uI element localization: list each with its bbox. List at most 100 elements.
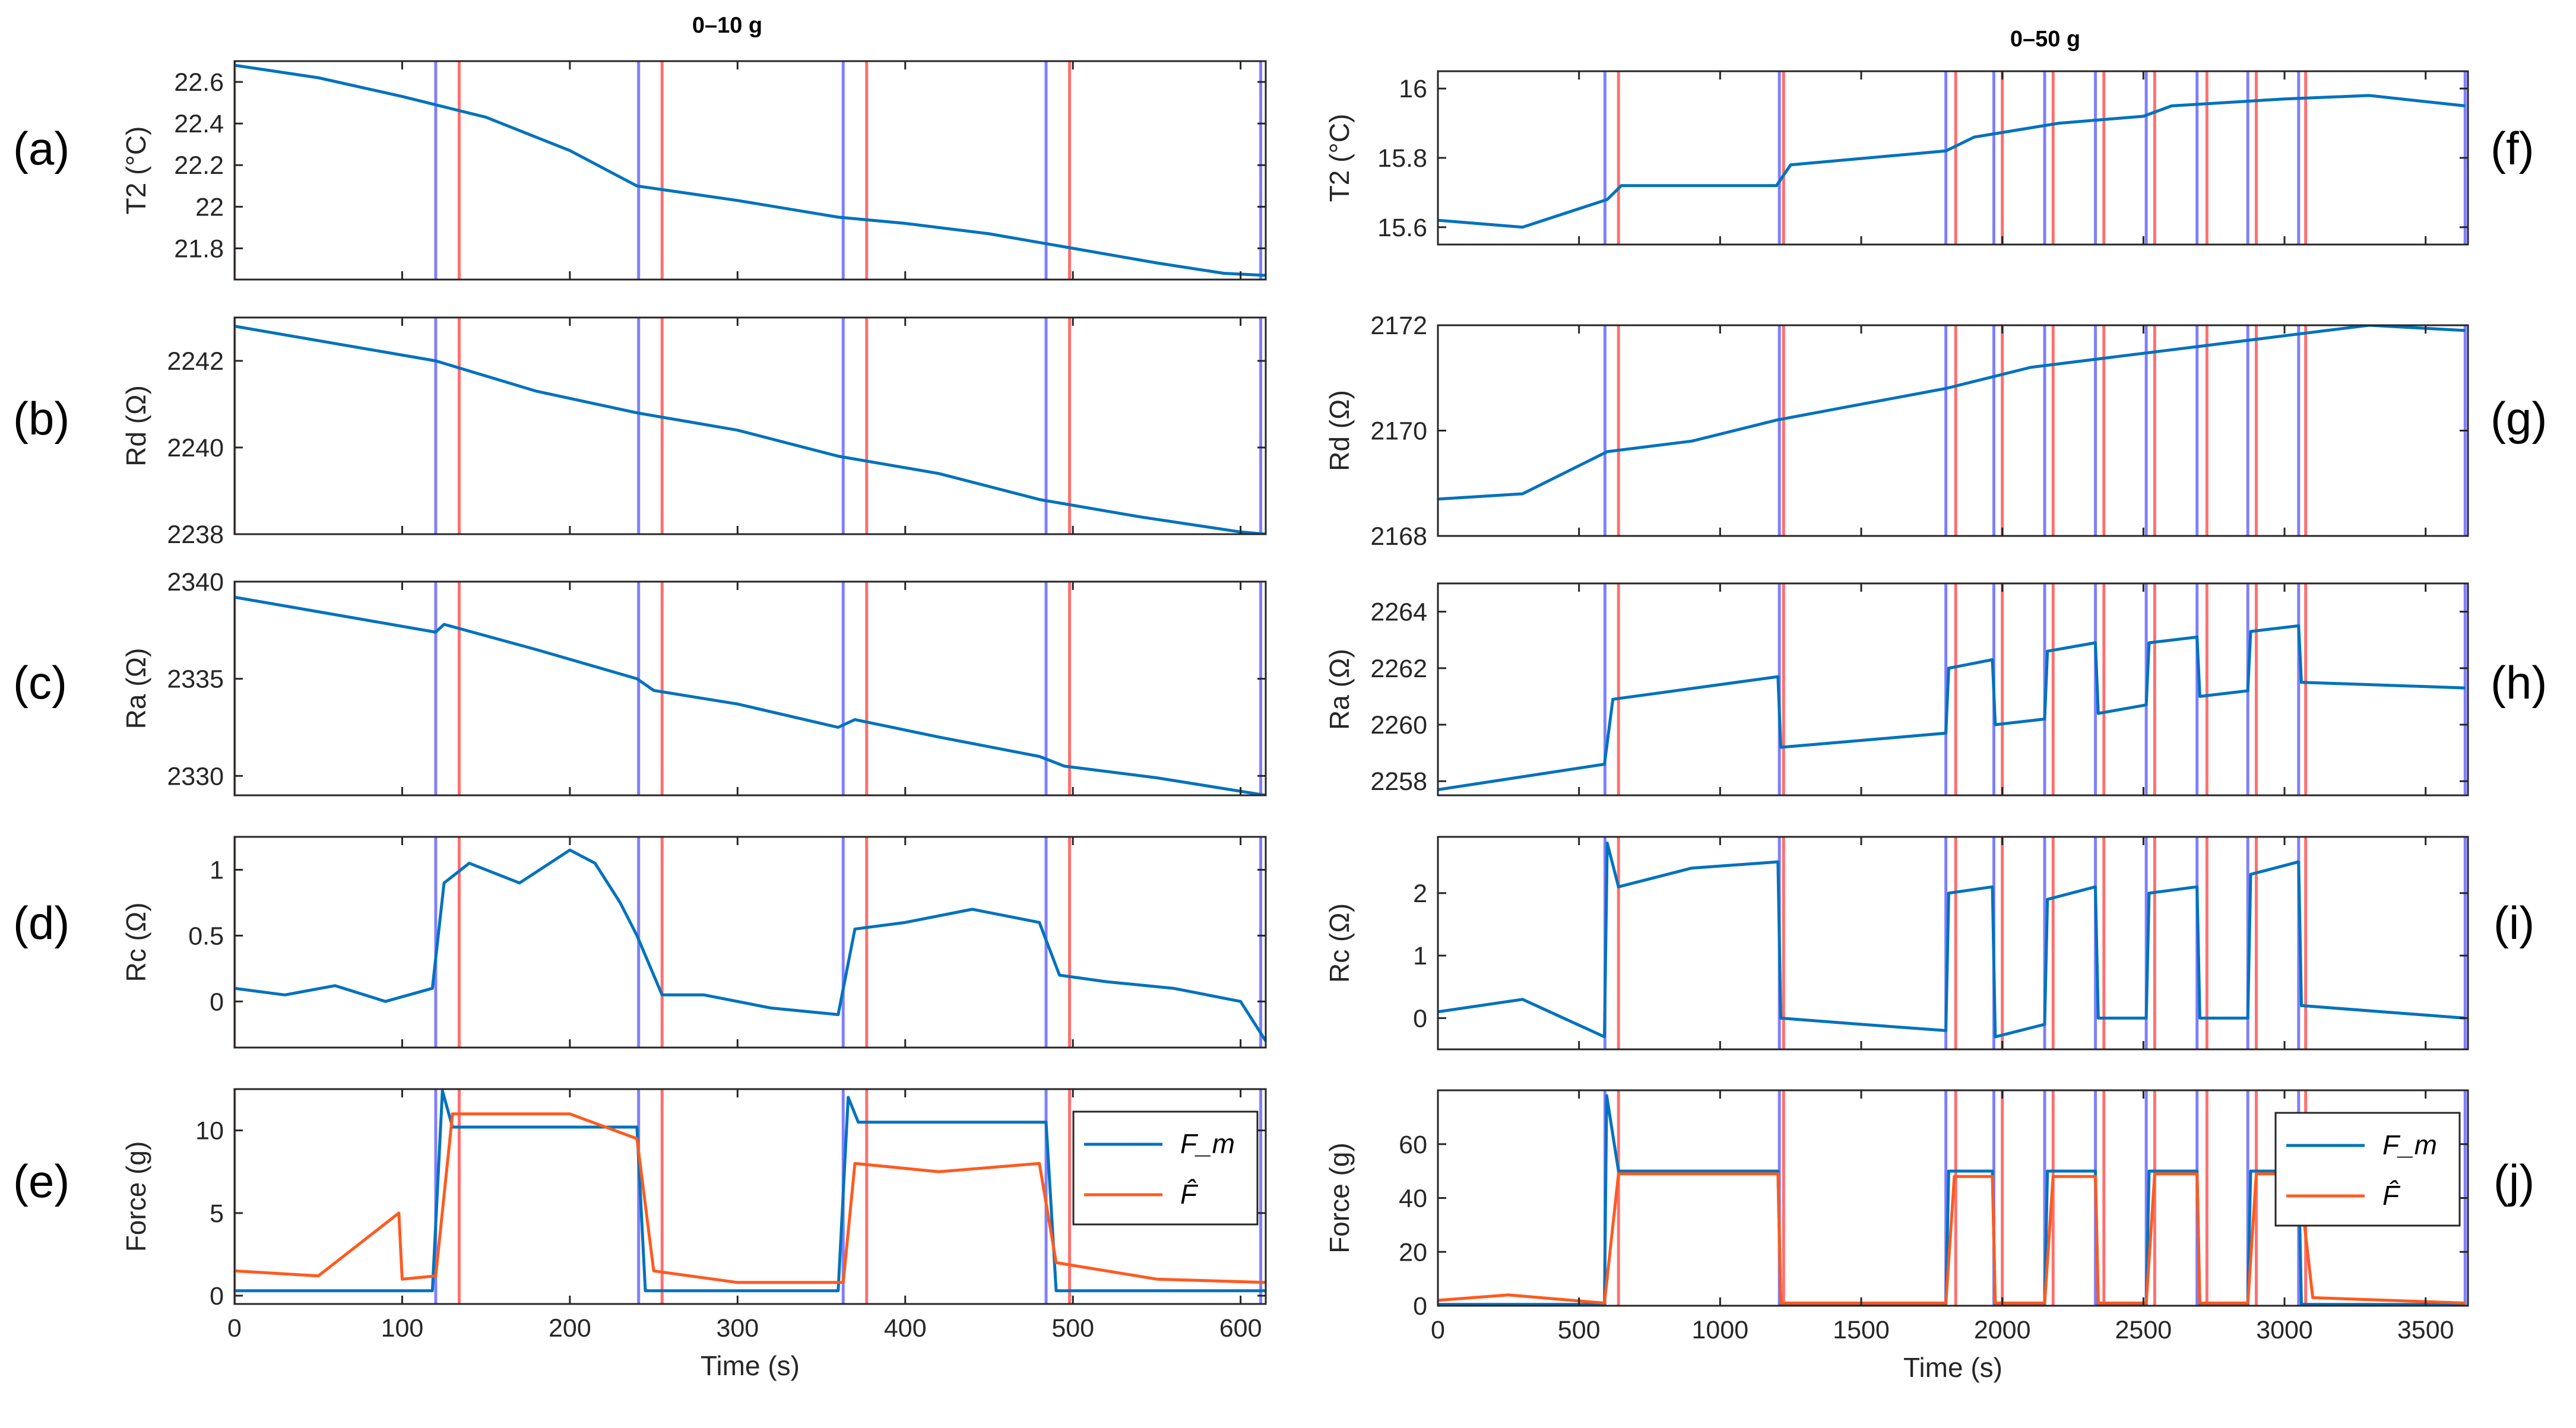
plot-content-g bbox=[1438, 325, 2467, 536]
plot-area-g bbox=[1438, 325, 2468, 536]
ytick-label-c-1: 2335 bbox=[167, 665, 224, 694]
legend-label-j-0: F_m bbox=[2382, 1129, 2437, 1160]
series-line-b-rd bbox=[235, 325, 1266, 534]
plot-area-f bbox=[1438, 71, 2468, 245]
panel-label-e: (e) bbox=[13, 1155, 70, 1207]
xtick-label-j-4: 2000 bbox=[1974, 1316, 2031, 1344]
ytick-label-h-1: 2260 bbox=[1370, 711, 1427, 740]
plot-content-a bbox=[235, 61, 1266, 280]
legend-label-e-0: F_m bbox=[1180, 1128, 1235, 1159]
ylabel-a: T2 (°C) bbox=[121, 126, 151, 215]
ytick-label-e-0: 0 bbox=[210, 1282, 224, 1310]
series-line-g-rd bbox=[1438, 325, 2466, 501]
ytick-label-i-2: 2 bbox=[1413, 880, 1427, 908]
ytick-label-b-0: 2238 bbox=[167, 521, 224, 549]
axes-frame-c bbox=[233, 580, 1267, 796]
axes-frame-e bbox=[233, 1088, 1267, 1305]
ytick-label-e-2: 10 bbox=[195, 1117, 224, 1145]
legend-box-j bbox=[2274, 1112, 2461, 1227]
panel-label-h: (h) bbox=[2491, 656, 2548, 709]
ylabel-h: Ra (Ω) bbox=[1324, 649, 1355, 730]
plot-area-i bbox=[1438, 837, 2468, 1049]
panel-label-f: (f) bbox=[2491, 122, 2534, 174]
ytick-label-g-0: 2168 bbox=[1370, 522, 1427, 551]
axes-frame-a bbox=[233, 60, 1267, 281]
ylabel-i: Rc (Ω) bbox=[1324, 903, 1355, 983]
plot-area-b bbox=[235, 318, 1266, 534]
panel-label-g: (g) bbox=[2491, 392, 2548, 445]
ytick-label-a-0: 21.8 bbox=[174, 234, 224, 263]
series-line-h-ra bbox=[1438, 624, 2466, 791]
ylabel-c: Ra (Ω) bbox=[121, 648, 151, 729]
ylabel-b: Rd (Ω) bbox=[121, 385, 151, 467]
axes-frame-i bbox=[1437, 836, 2469, 1051]
series-line-c-ra bbox=[235, 595, 1266, 795]
xtick-label-e-1: 100 bbox=[381, 1314, 424, 1343]
plot-content-i bbox=[1438, 837, 2467, 1049]
xtick-label-j-0: 0 bbox=[1431, 1316, 1445, 1344]
plot-area-d bbox=[235, 837, 1266, 1048]
ytick-label-e-1: 5 bbox=[210, 1199, 224, 1228]
ytick-label-j-2: 40 bbox=[1399, 1185, 1427, 1213]
series-line-e-f-m bbox=[235, 1089, 1266, 1293]
ytick-label-j-3: 60 bbox=[1399, 1131, 1427, 1159]
chart-a: 21.8 22 22.2 22.4 22.6 T2 (°C) bbox=[121, 60, 1267, 281]
ytick-label-f-0: 15.6 bbox=[1377, 214, 1427, 242]
ytick-label-c-2: 2340 bbox=[167, 568, 224, 596]
chart-g: 2168 2170 2172 Rd (Ω) bbox=[1324, 312, 2469, 551]
column-title-right: 0–50 g bbox=[2010, 27, 2081, 52]
chart-h: 2258 2260 2262 2264 Ra (Ω) bbox=[1324, 582, 2469, 796]
xtick-label-e-2: 200 bbox=[549, 1314, 591, 1343]
ytick-label-i-0: 0 bbox=[1413, 1004, 1427, 1033]
xtick-label-e-5: 500 bbox=[1051, 1314, 1094, 1343]
ytick-label-h-3: 2264 bbox=[1370, 598, 1427, 627]
ylabel-d: Rc (Ω) bbox=[121, 902, 151, 982]
legend-label-e-1: F̂ bbox=[1180, 1179, 1199, 1210]
axes-frame-b bbox=[233, 316, 1267, 535]
plot-content-c bbox=[235, 582, 1266, 795]
ytick-label-a-3: 22.4 bbox=[174, 110, 224, 138]
legend-label-j-1: F̂ bbox=[2382, 1180, 2401, 1211]
xtick-label-e-4: 400 bbox=[884, 1314, 927, 1343]
ytick-label-j-1: 20 bbox=[1399, 1238, 1427, 1267]
ytick-label-f-1: 15.8 bbox=[1377, 144, 1427, 173]
plot-content-e bbox=[235, 1089, 1266, 1304]
axes-frame-h bbox=[1437, 582, 2469, 796]
plot-content-d bbox=[235, 837, 1266, 1048]
panel-label-i: (i) bbox=[2493, 897, 2535, 949]
xtick-label-e-3: 300 bbox=[716, 1314, 759, 1343]
ytick-label-h-2: 2262 bbox=[1370, 655, 1427, 683]
series-line-f-t2 bbox=[1438, 94, 2466, 229]
xtick-label-e-0: 0 bbox=[227, 1314, 242, 1343]
chart-d: 0 0.5 1 Rc (Ω) bbox=[121, 836, 1267, 1049]
xtick-label-e-6: 600 bbox=[1219, 1314, 1262, 1343]
ylabel-g: Rd (Ω) bbox=[1324, 390, 1355, 471]
ytick-label-d-2: 1 bbox=[210, 856, 224, 884]
plot-content-b bbox=[235, 318, 1266, 534]
ytick-label-f-2: 16 bbox=[1399, 75, 1427, 103]
ytick-label-b-2: 2242 bbox=[167, 347, 224, 376]
xlabel-e: Time (s) bbox=[701, 1350, 800, 1381]
plot-content-j bbox=[1438, 1090, 2467, 1306]
panel-label-d: (d) bbox=[13, 897, 70, 949]
ytick-label-c-0: 2330 bbox=[167, 762, 224, 791]
ytick-label-b-1: 2240 bbox=[167, 434, 224, 462]
ytick-label-i-1: 1 bbox=[1413, 942, 1427, 970]
series-line-j-f-m bbox=[1438, 1094, 2466, 1306]
ytick-label-a-1: 22 bbox=[195, 193, 224, 221]
panel-label-c: (c) bbox=[13, 656, 67, 709]
plot-area-c bbox=[235, 582, 1266, 795]
ytick-label-d-0: 0 bbox=[210, 988, 224, 1016]
plot-content-h bbox=[1438, 583, 2467, 795]
ylabel-j: Force (g) bbox=[1324, 1143, 1355, 1254]
xtick-label-j-5: 2500 bbox=[2115, 1316, 2172, 1344]
ylabel-e: Force (g) bbox=[121, 1141, 151, 1252]
series-line-i-rc bbox=[1438, 842, 2466, 1039]
xtick-label-j-7: 3500 bbox=[2397, 1316, 2454, 1344]
chart-b: 2238 2240 2242 Rd (Ω) bbox=[121, 316, 1267, 549]
legend-box-e bbox=[1072, 1110, 1259, 1226]
chart-j: 0 20 40 60 0 500 1000 1500 2000 2500 3000 3500 Force… bbox=[1324, 1089, 2469, 1383]
column-title-left: 0–10 g bbox=[692, 13, 763, 38]
